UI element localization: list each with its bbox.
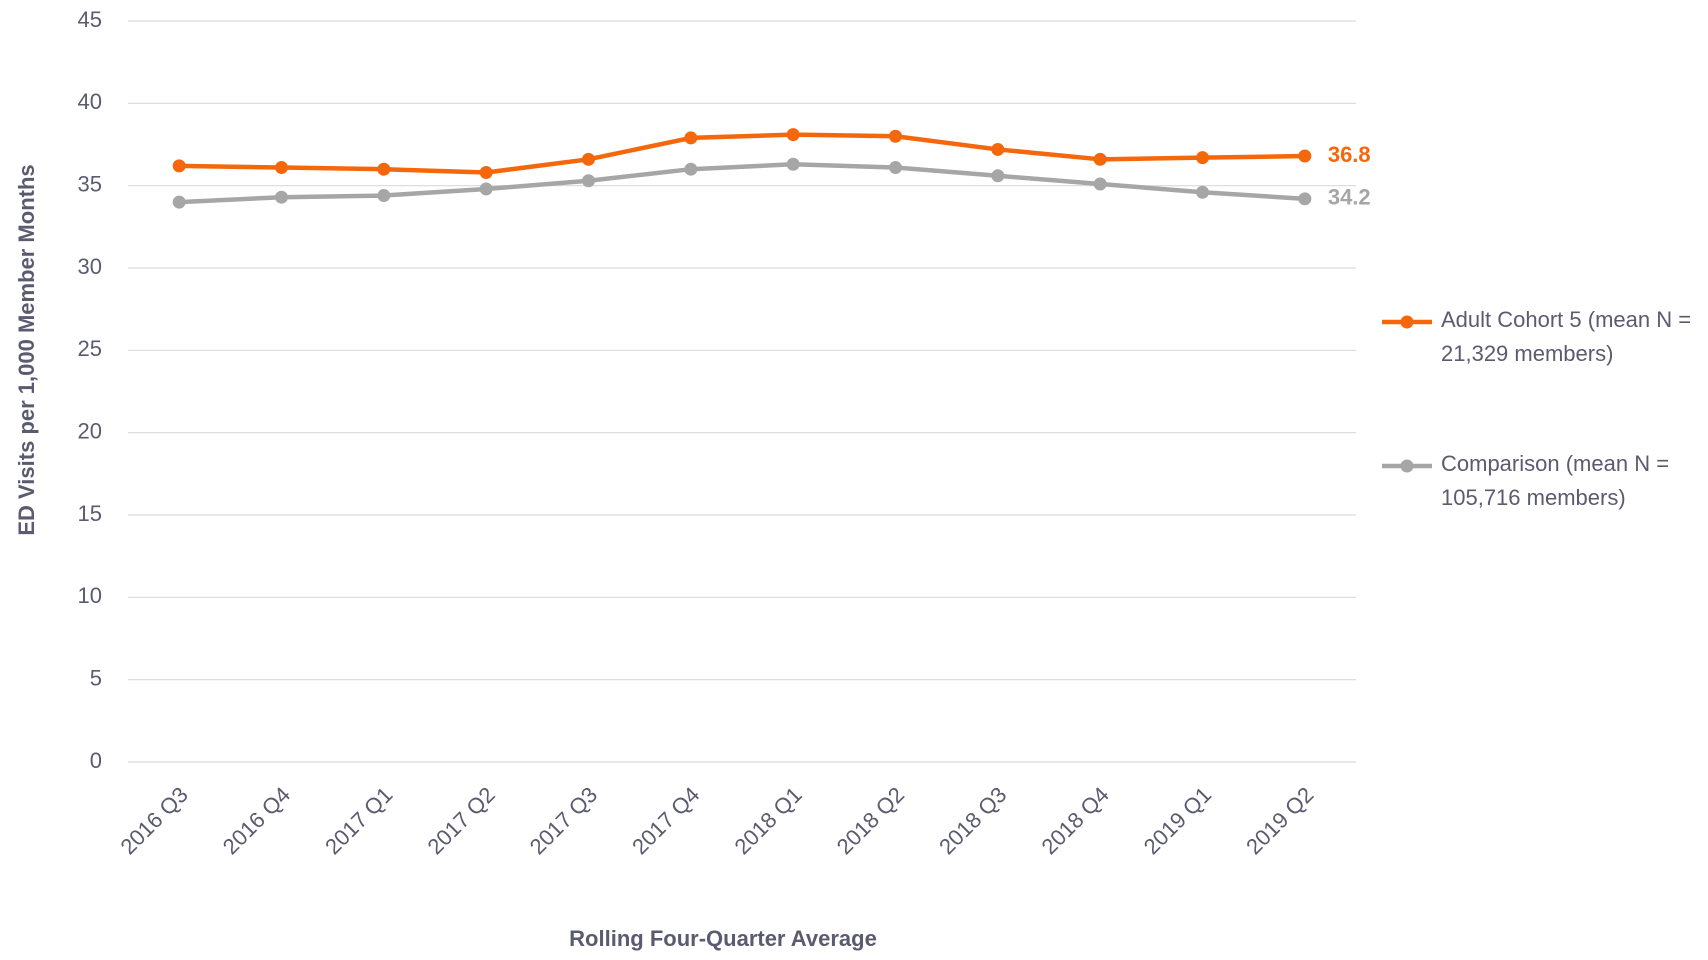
data-point: [786, 128, 800, 142]
legend-label: Comparison (mean N = 105,716 members): [1441, 451, 1670, 510]
data-point: [479, 182, 493, 196]
y-tick-label: 0: [90, 748, 102, 773]
data-point: [377, 189, 391, 203]
series-line: [179, 162, 1305, 205]
data-point: [377, 162, 391, 176]
data-label: 34.2: [1328, 185, 1371, 210]
x-tick-label: 2019 Q1: [1139, 782, 1216, 859]
legend-marker: [1400, 459, 1414, 473]
x-tick-label: 2018 Q3: [934, 782, 1011, 859]
x-tick-label: 2017 Q4: [627, 782, 704, 859]
data-point: [479, 165, 493, 179]
data-point: [275, 190, 288, 204]
data-point: [991, 169, 1005, 183]
x-tick-label: 2016 Q4: [218, 782, 295, 859]
data-point: [172, 159, 186, 173]
y-tick-label: 40: [78, 89, 102, 114]
legend-label: Adult Cohort 5 (mean N = 21,329 members): [1441, 307, 1692, 366]
x-tick-label: 2019 Q2: [1241, 782, 1318, 859]
data-point: [684, 162, 698, 176]
x-tick-label: 2017 Q2: [422, 782, 499, 859]
x-tick-label: 2018 Q2: [832, 782, 909, 859]
data-point: [889, 161, 902, 175]
y-axis-title: ED Visits per 1,000 Member Months: [14, 164, 39, 535]
data-point: [1093, 152, 1107, 166]
legend-marker: [1400, 315, 1414, 329]
data-point: [786, 157, 800, 171]
data-point: [889, 129, 902, 143]
y-tick-label: 10: [78, 583, 102, 608]
data-point: [172, 195, 186, 209]
y-tick-label: 35: [78, 171, 102, 196]
data-point: [1196, 151, 1209, 165]
y-tick-label: 15: [78, 501, 102, 526]
data-point: [991, 142, 1005, 156]
data-point: [684, 131, 698, 145]
data-label: 36.8: [1328, 142, 1371, 167]
data-point: [1298, 149, 1312, 163]
y-tick-label: 45: [78, 7, 102, 32]
data-point: [582, 174, 595, 188]
x-tick-label: 2017 Q3: [525, 782, 602, 859]
x-axis-title: Rolling Four-Quarter Average: [569, 926, 877, 951]
y-tick-label: 30: [78, 254, 102, 279]
series-line: [179, 132, 1305, 175]
y-tick-label: 20: [78, 418, 102, 443]
x-tick-label: 2018 Q4: [1036, 782, 1113, 859]
x-tick-label: 2017 Q1: [320, 782, 397, 859]
x-tick-label: 2018 Q1: [729, 782, 806, 859]
y-tick-label: 25: [78, 336, 102, 361]
data-point: [275, 161, 288, 175]
data-point: [1298, 192, 1312, 206]
data-point: [1093, 177, 1107, 191]
y-tick-label: 5: [90, 665, 102, 690]
data-point: [1196, 185, 1209, 199]
x-tick-label: 2016 Q3: [115, 782, 192, 859]
data-point: [582, 152, 595, 166]
